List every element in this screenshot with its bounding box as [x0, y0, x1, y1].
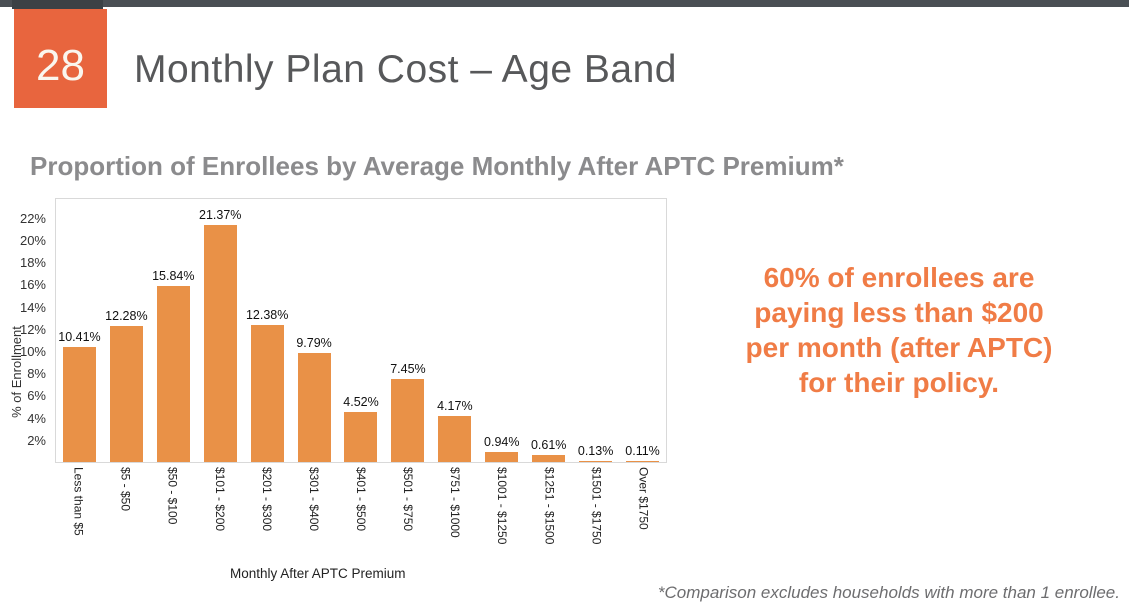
- callout-line: 60% of enrollees are: [763, 262, 1035, 293]
- bar-slot: 12.38%: [244, 308, 291, 462]
- x-category-slot: Less than $5: [55, 467, 102, 567]
- bar-value-label: 9.79%: [296, 336, 332, 351]
- y-tick-label: 6%: [27, 388, 46, 404]
- bar-slot: 15.84%: [150, 269, 197, 462]
- bar-slot: 0.13%: [572, 444, 619, 462]
- x-category-slot: $1251 - $1500: [526, 467, 573, 567]
- top-accent-tab: [12, 0, 103, 9]
- bar-slot: 9.79%: [291, 336, 338, 462]
- bar-value-label: 0.13%: [577, 443, 614, 458]
- x-category-slot: Over $1750: [620, 467, 667, 567]
- x-category-slot: $50 - $100: [149, 467, 196, 567]
- bar-value-label: 4.52%: [343, 394, 379, 409]
- y-tick-label: 4%: [27, 410, 46, 426]
- y-tick-label: 16%: [19, 277, 46, 293]
- x-category-slot: $1501 - $1750: [573, 467, 620, 567]
- bar-value-label: 12.38%: [245, 307, 289, 322]
- top-accent-bar: [0, 0, 1129, 7]
- x-category-label: $401 - $500: [354, 467, 368, 532]
- footnote: *Comparison excludes households with mor…: [657, 583, 1120, 602]
- y-tick-label: 8%: [27, 366, 46, 382]
- bar-slot: 21.37%: [197, 208, 244, 462]
- slide-number-box: 28: [14, 9, 107, 108]
- bar: [626, 460, 660, 462]
- bar-value-label: 21.37%: [199, 207, 242, 222]
- x-axis-category-labels: Less than $5 $5 - $50 $50 - $100 $101 - $20…: [55, 467, 667, 567]
- x-axis-title: Monthly After APTC Premium: [230, 566, 406, 581]
- x-category-label: $50 - $100: [165, 467, 180, 525]
- bar: [250, 324, 284, 462]
- x-category-label: $501 - $750: [401, 467, 416, 532]
- x-category-label: Over $1750: [636, 467, 651, 530]
- y-tick-label: 10%: [19, 344, 46, 359]
- x-category-slot: $5 - $50: [102, 467, 149, 567]
- bar: [485, 451, 519, 462]
- x-category-label: $101 - $200: [212, 467, 227, 532]
- y-tick-label: 20%: [19, 233, 46, 249]
- bar-slot: 0.11%: [619, 444, 666, 462]
- bar: [438, 415, 472, 462]
- x-category-slot: $1001 - $1250: [479, 467, 526, 567]
- bar: [62, 346, 96, 462]
- bar-value-label: 12.28%: [105, 308, 148, 323]
- x-category-label: $201 - $300: [259, 467, 274, 532]
- x-category-label: $751 - $1000: [448, 467, 463, 538]
- x-category-label: $5 - $50: [118, 467, 133, 512]
- callout-text: 60% of enrollees are paying less than $20…: [718, 260, 1080, 400]
- x-category-slot: $751 - $1000: [432, 467, 479, 567]
- page-title: Monthly Plan Cost – Age Band: [134, 48, 677, 91]
- bar-slot: 7.45%: [384, 362, 431, 462]
- y-tick-label: 14%: [19, 299, 46, 315]
- x-category-slot: $301 - $400: [290, 467, 337, 567]
- x-category-slot: $401 - $500: [337, 467, 384, 567]
- x-category-label: $1001 - $1250: [495, 467, 510, 545]
- bar: [109, 325, 143, 462]
- bar-slot: 12.28%: [103, 309, 150, 462]
- x-category-slot: $501 - $750: [385, 467, 432, 567]
- bar-value-label: 0.11%: [625, 443, 660, 458]
- bar-value-label: 15.84%: [152, 269, 195, 284]
- bar-slot: 0.94%: [478, 435, 525, 462]
- bar: [203, 224, 237, 462]
- slide-number: 28: [36, 40, 85, 90]
- bar-slot: 4.17%: [431, 399, 478, 462]
- bar-value-label: 4.17%: [437, 398, 473, 413]
- bar-slot: 10.41%: [56, 329, 103, 462]
- x-category-slot: $101 - $200: [196, 467, 243, 567]
- callout-line: for their policy.: [798, 367, 1000, 398]
- bar-value-label: 10.41%: [58, 329, 101, 344]
- x-category-label: $1501 - $1750: [589, 467, 604, 545]
- bar-slot: 0.61%: [525, 438, 572, 462]
- bar: [391, 379, 425, 462]
- callout-line: per month (after APTC): [745, 332, 1053, 363]
- y-tick-label: 12%: [19, 321, 46, 337]
- bar-value-label: 0.61%: [530, 438, 567, 453]
- x-category-slot: $201 - $300: [243, 467, 290, 567]
- bar: [532, 455, 566, 462]
- x-category-label: $301 - $400: [306, 467, 321, 532]
- y-tick-label: 2%: [27, 432, 46, 448]
- y-tick-label: 22%: [19, 210, 46, 226]
- x-category-label: Less than $5: [71, 467, 86, 536]
- bar: [156, 286, 190, 462]
- bar-slot: 4.52%: [338, 395, 385, 462]
- plot-area: 10.41% 12.28% 15.84% 21.37% 12.38% 9.79% 4.52%…: [55, 198, 667, 463]
- chart-title: Proportion of Enrollees by Average Month…: [30, 151, 844, 181]
- bar: [579, 460, 613, 462]
- bar: [297, 353, 331, 462]
- y-axis-tick-labels: 2% 4% 6% 8% 10% 12% 14% 16% 18% 20% 22%: [0, 198, 50, 463]
- callout-line: paying less than $200: [754, 297, 1044, 328]
- bar-value-label: 7.45%: [390, 362, 426, 377]
- y-tick-label: 18%: [19, 255, 46, 271]
- bar: [344, 411, 378, 462]
- x-category-label: $1251 - $1500: [542, 467, 557, 545]
- bar-value-label: 0.94%: [484, 434, 520, 449]
